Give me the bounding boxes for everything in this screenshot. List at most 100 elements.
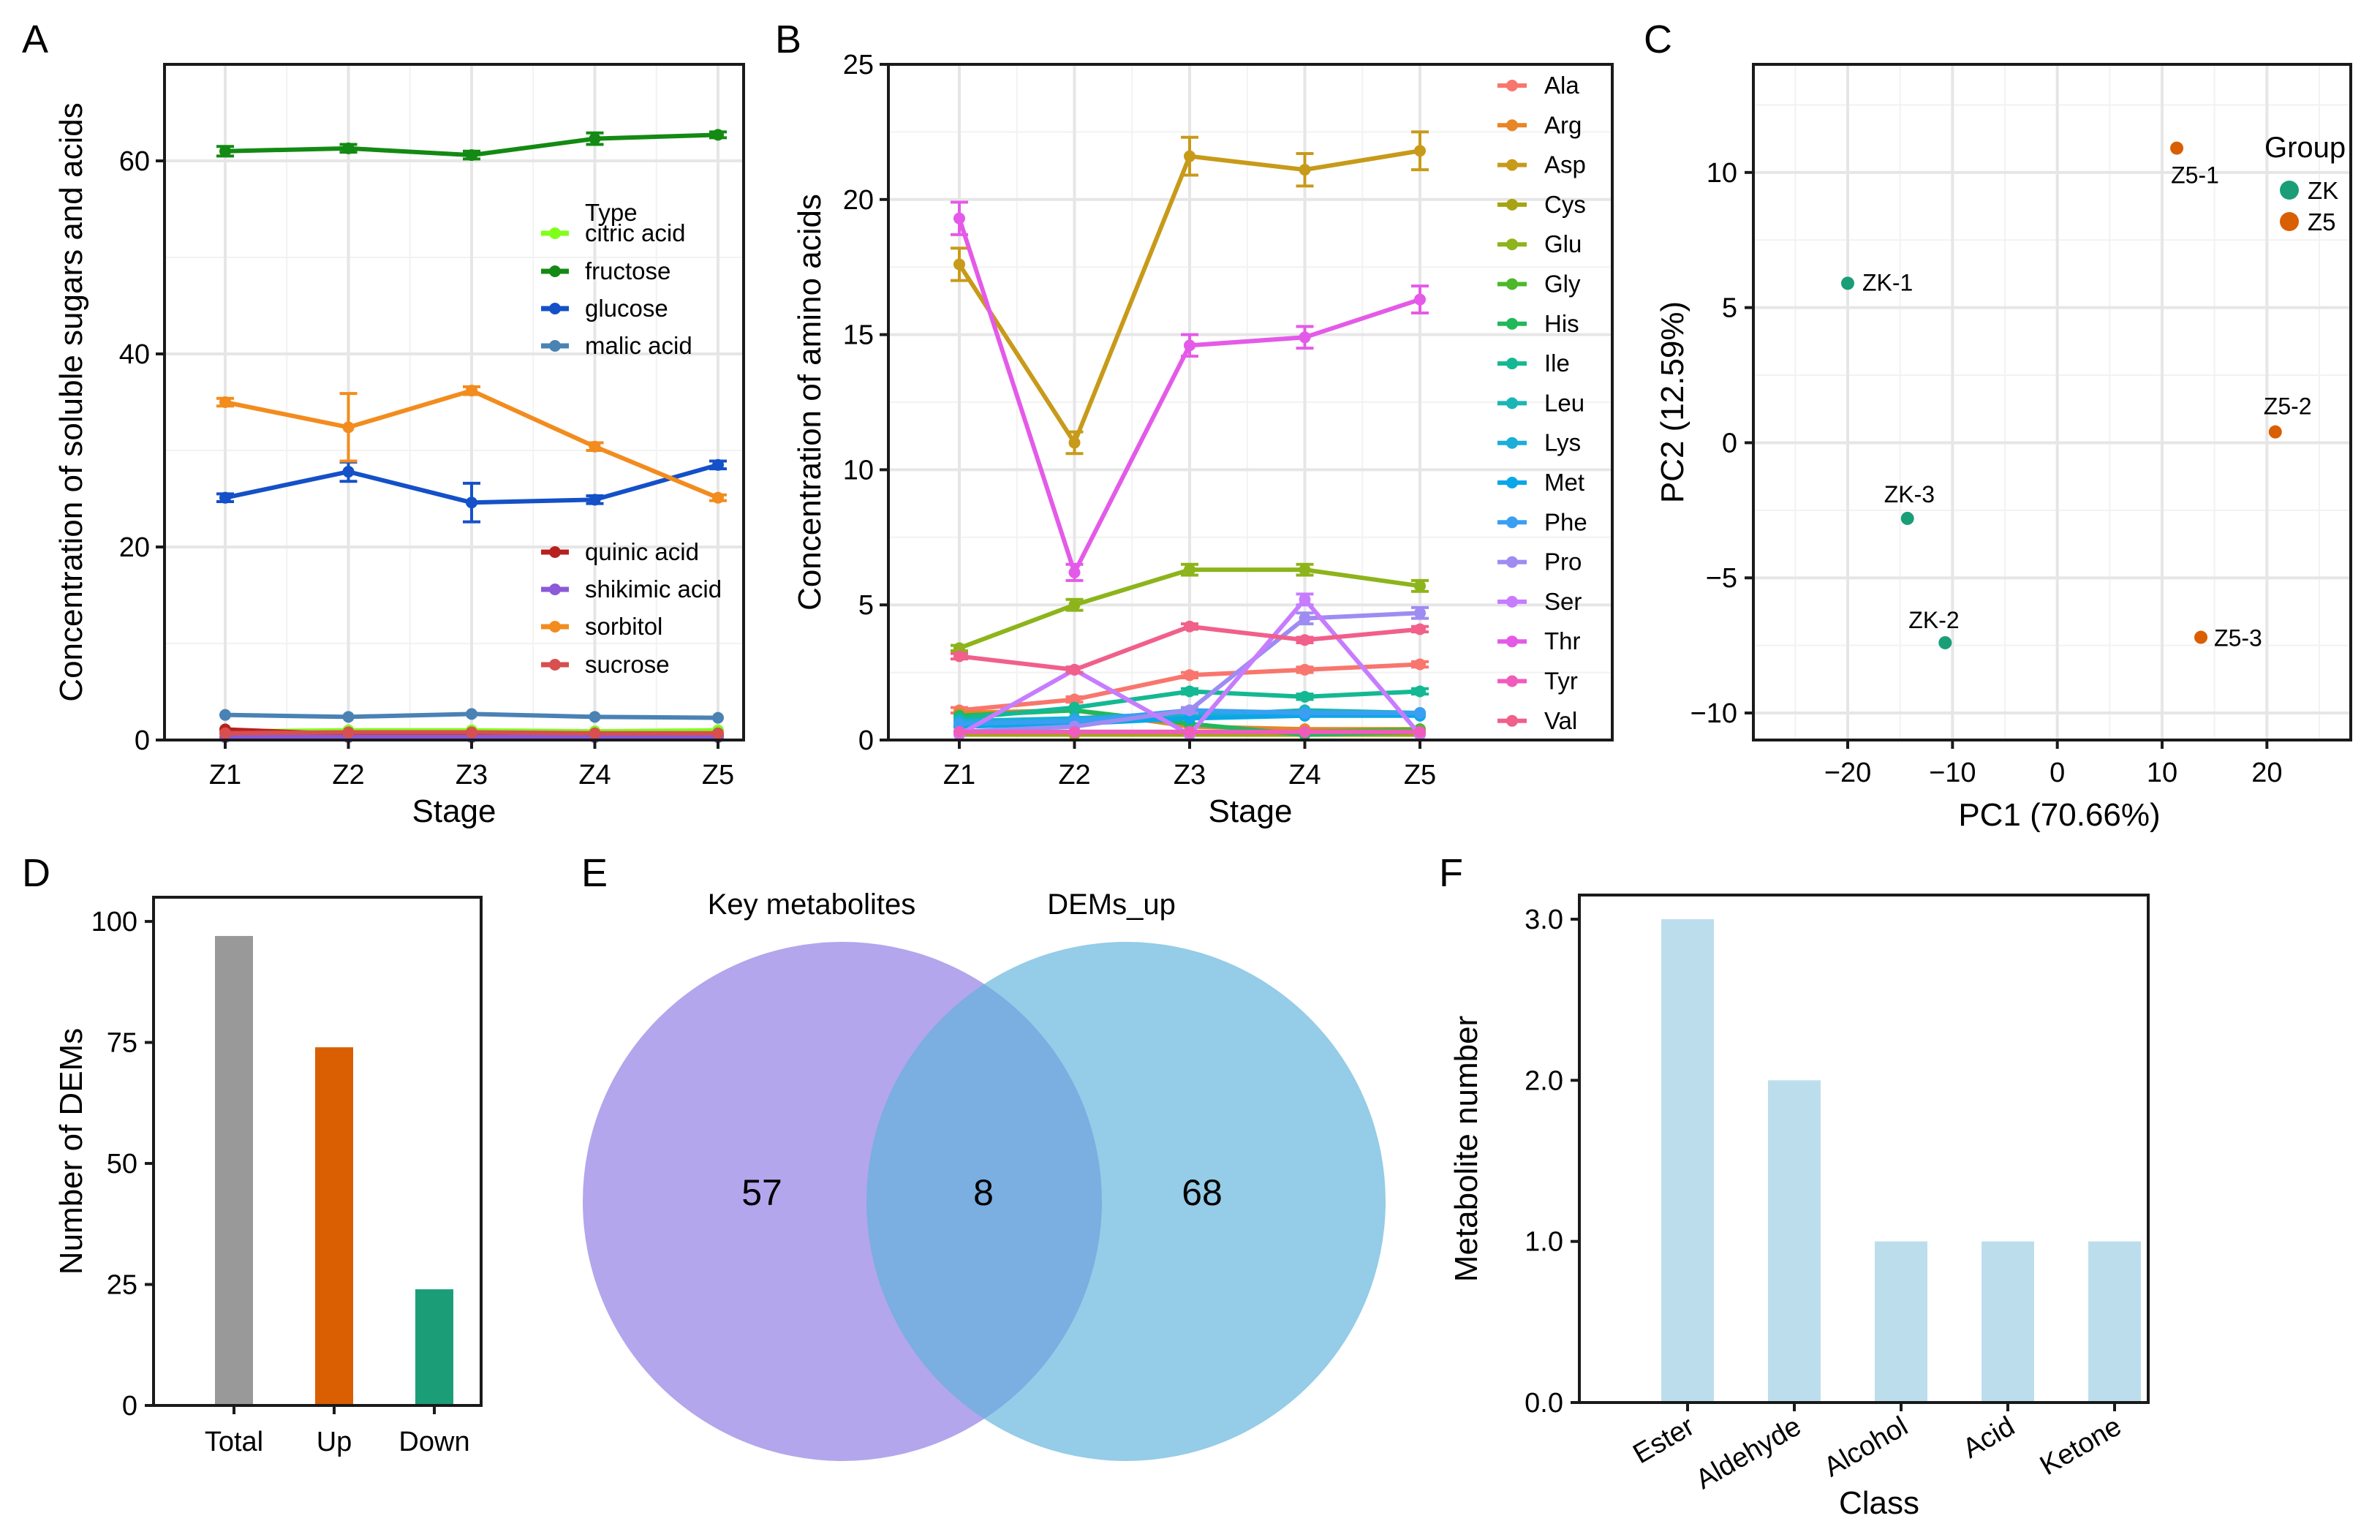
data-point	[1414, 725, 1426, 738]
pca-point-label: ZK-2	[1908, 607, 1959, 633]
legend-label: citric acid	[585, 219, 686, 246]
legend-title: Type	[585, 199, 638, 226]
data-point	[1299, 707, 1311, 720]
legend-marker	[549, 584, 561, 595]
legend-label: Asp	[1544, 151, 1586, 178]
x-tick-label: Aldehyde	[1690, 1411, 1806, 1495]
venn-count-only-right: 68	[1182, 1172, 1223, 1213]
legend-label: Val	[1544, 707, 1577, 734]
legend-item-malic-acid: malic acid	[541, 332, 692, 359]
legend-item-sorbitol: sorbitol	[541, 613, 662, 640]
data-point	[466, 149, 477, 162]
x-tick-label: Z4	[578, 760, 611, 790]
data-point	[712, 491, 724, 504]
y-tick-label: 60	[119, 146, 150, 177]
y-tick-label: 0	[858, 725, 874, 756]
data-point	[1414, 607, 1426, 619]
y-tick-label: 40	[119, 339, 150, 370]
data-point	[1068, 693, 1081, 706]
legend-marker	[549, 621, 561, 633]
data-point	[466, 708, 477, 720]
y-tick-label: 10	[1707, 158, 1737, 189]
legend-marker	[1506, 675, 1518, 687]
x-tick-label: Z5	[702, 760, 734, 790]
y-tick-label: 25	[843, 50, 874, 80]
data-point	[466, 385, 477, 397]
x-axis-label: Class	[1839, 1485, 1919, 1521]
legend-item-lys: Lys	[1497, 429, 1581, 456]
y-tick-label: 20	[119, 532, 150, 563]
plot-frame	[152, 896, 483, 1407]
venn-set-label: DEMs_up	[1047, 888, 1176, 921]
legend-label: Cys	[1544, 191, 1586, 218]
y-tick-label: 0.0	[1525, 1388, 1563, 1419]
legend-marker	[1506, 595, 1518, 608]
venn-count-only-left: 57	[741, 1172, 782, 1213]
legend-marker	[1506, 556, 1518, 568]
venn-set-label: Key metabolites	[708, 888, 916, 921]
legend-label: Ser	[1544, 588, 1582, 615]
bar-total	[215, 935, 253, 1404]
legend-label: Lys	[1544, 429, 1581, 456]
legend-item-cys: Cys	[1497, 191, 1586, 218]
series-val	[951, 620, 1429, 676]
legend-label: Pro	[1544, 548, 1582, 575]
legend-label: shikimic acid	[585, 575, 722, 603]
data-point	[1068, 599, 1081, 611]
y-tick-label: 1.0	[1525, 1227, 1563, 1258]
data-point	[1299, 331, 1311, 344]
data-point	[1299, 634, 1311, 646]
data-point	[1184, 339, 1195, 352]
panel-label-e: E	[581, 851, 608, 895]
plot-frame	[1752, 63, 2352, 741]
y-axis-label: Number of DEMs	[53, 1028, 89, 1275]
legend-item-ser: Ser	[1497, 588, 1582, 615]
y-tick-label: 0	[135, 725, 150, 756]
y-tick-label: 0	[1722, 428, 1737, 458]
bar-acid	[1982, 1241, 2034, 1401]
y-tick-label: −5	[1706, 563, 1737, 594]
series-thr	[951, 200, 1429, 582]
x-tick-label: Ketone	[2035, 1411, 2126, 1482]
legend-label: sucrose	[585, 651, 670, 678]
x-tick-label: Alcohol	[1819, 1411, 1914, 1483]
y-axis-label: Concentration of amino acids	[792, 194, 828, 611]
x-tick-label: Acid	[1957, 1411, 2020, 1464]
legend-label: Glu	[1544, 230, 1582, 257]
data-point	[1068, 437, 1081, 449]
data-point	[953, 650, 965, 663]
data-point	[1184, 704, 1195, 717]
chart-c-pca: ZK-1 ZK-3 ZK-2 Z5-1 Z5-2 Z5-3 −10 −5 0 5 10 −20 −10 0…	[1655, 63, 2352, 833]
x-tick-label: Total	[205, 1427, 263, 1457]
x-tick-label: Z3	[1174, 760, 1206, 790]
series-glucose	[216, 458, 727, 524]
data-point	[589, 711, 601, 723]
pca-point-z5-2	[2268, 425, 2282, 439]
legend-label: Ala	[1544, 72, 1579, 99]
legend-label: sorbitol	[585, 613, 662, 640]
x-tick-label: Z3	[456, 760, 488, 790]
pca-point-zk-2	[1938, 635, 1952, 649]
panel-label-b: B	[775, 18, 801, 61]
data-point	[589, 494, 601, 506]
series-asp	[951, 130, 1429, 456]
data-point	[712, 727, 724, 739]
legend-label: ZK	[2308, 177, 2338, 204]
legend-item-leu: Leu	[1497, 389, 1584, 416]
legend-item-fructose: fructose	[541, 257, 670, 284]
legend-marker	[549, 303, 561, 314]
legend-item-quinic-acid: quinic acid	[541, 538, 699, 565]
x-tick-label: Z1	[943, 760, 975, 790]
data-point	[219, 491, 231, 504]
legend-marker	[549, 340, 561, 352]
series-fructose	[216, 129, 727, 162]
legend-marker	[1506, 238, 1518, 251]
legend-marker	[1506, 437, 1518, 449]
series-glu	[951, 562, 1429, 654]
data-point	[1184, 669, 1195, 682]
legend-marker	[2280, 212, 2299, 231]
legend-item-val: Val	[1497, 707, 1577, 734]
legend-label: His	[1544, 310, 1579, 337]
pca-point-z5-1	[2170, 141, 2184, 155]
